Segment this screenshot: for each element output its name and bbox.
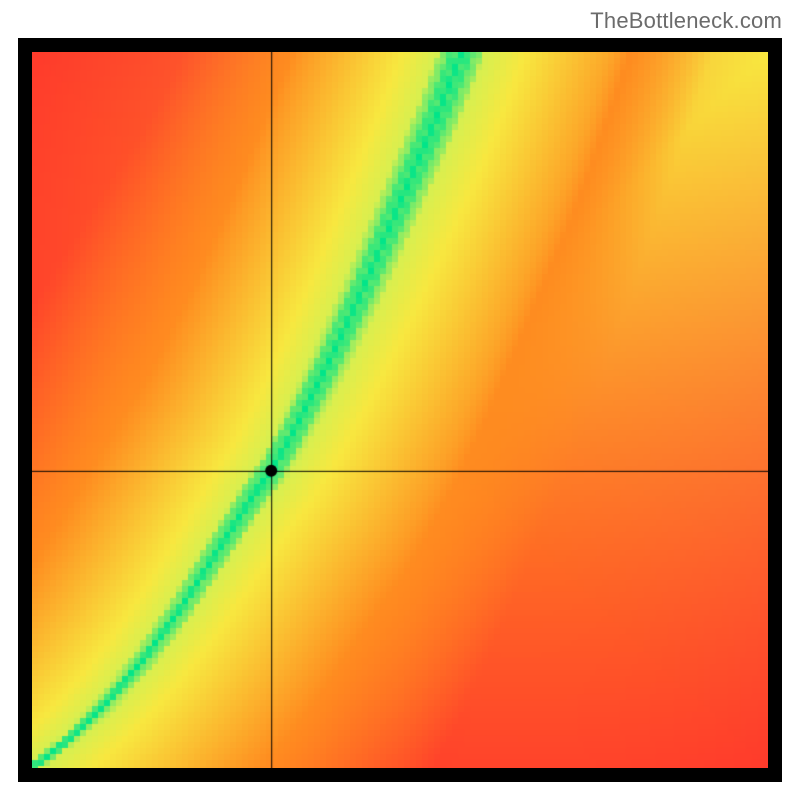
chart-frame bbox=[18, 38, 782, 782]
watermark-text: TheBottleneck.com bbox=[590, 8, 782, 34]
plot-area bbox=[32, 52, 768, 768]
bottleneck-heatmap bbox=[32, 52, 768, 768]
